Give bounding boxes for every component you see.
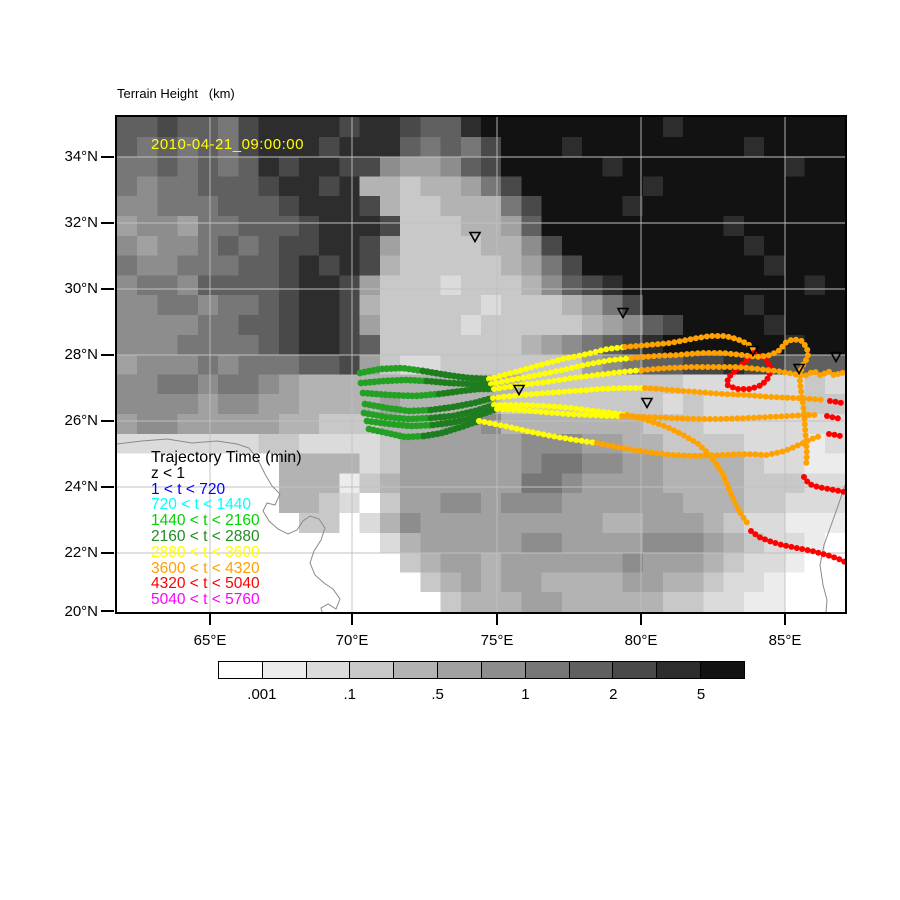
- lat-tick-mark-3: [101, 354, 114, 356]
- lat-tick-label-3: 28°N: [64, 346, 98, 363]
- lat-tick-label-6: 22°N: [64, 544, 98, 561]
- colorbar-cell-4: [393, 661, 439, 679]
- lat-tick-mark-2: [101, 288, 114, 290]
- lat-tick-label-5: 24°N: [64, 478, 98, 495]
- lat-tick-mark-0: [101, 156, 114, 158]
- colorbar-label-3: 1: [521, 686, 530, 703]
- site-markers: [468, 231, 843, 410]
- colorbar-cell-11: [700, 661, 745, 679]
- legend-entry-0: z < 1: [151, 464, 186, 482]
- legend-entry-7: 4320 < t < 5040: [151, 575, 260, 593]
- colorbar-cell-9: [612, 661, 658, 679]
- lat-tick-label-1: 32°N: [64, 214, 98, 231]
- lon-tick-label-0: 65°E: [193, 632, 227, 649]
- legend-entry-4: 2160 < t < 2880: [151, 527, 260, 545]
- colorbar-label-4: 2: [609, 686, 618, 703]
- colorbar-cell-1: [261, 661, 307, 679]
- colorbar-cell-0: [218, 661, 263, 679]
- terrain-layer: [117, 117, 845, 612]
- lat-tick-mark-1: [101, 222, 114, 224]
- legend-entry-1: 1 < t < 720: [151, 480, 226, 498]
- map-frame: 2010-04-21_09:00:00 Trajectory Time (min…: [115, 115, 847, 614]
- triangle-down-marker: [792, 363, 806, 376]
- lon-tick-mark-1: [351, 614, 353, 625]
- lat-tick-label-0: 34°N: [64, 148, 98, 165]
- legend-entry-6: 3600 < t < 4320: [151, 559, 260, 577]
- lon-tick-mark-3: [640, 614, 642, 625]
- colorbar-label-5: 5: [696, 686, 706, 703]
- legend-entry-3: 1440 < t < 2160: [151, 512, 260, 530]
- lat-tick-mark-6: [101, 552, 114, 554]
- legend-entry-8: 5040 < t < 5760: [151, 591, 260, 609]
- lat-tick-label-7: 20°N: [64, 603, 98, 620]
- lon-tick-label-2: 75°E: [480, 632, 514, 649]
- triangle-down-marker: [640, 397, 654, 410]
- colorbar-label-2: .5: [431, 686, 444, 703]
- lat-tick-mark-5: [101, 486, 114, 488]
- lon-tick-label-4: 85°E: [768, 632, 802, 649]
- lon-tick-label-3: 80°E: [624, 632, 658, 649]
- colorbar-cell-8: [568, 661, 614, 679]
- lat-tick-mark-4: [101, 420, 114, 422]
- triangle-down-marker: [829, 351, 843, 364]
- colorbar-cell-5: [437, 661, 482, 679]
- colorbar-cell-6: [480, 661, 526, 679]
- lon-tick-label-1: 70°E: [335, 632, 369, 649]
- colorbar-cell-7: [524, 661, 570, 679]
- lon-tick-mark-0: [209, 614, 211, 625]
- legend-entry-5: 2880 < t < 3600: [151, 543, 260, 561]
- timestamp-label: 2010-04-21_09:00:00: [151, 136, 304, 153]
- legend-title: Trajectory Time (min): [151, 449, 302, 466]
- terrain-colorbar: [218, 661, 745, 679]
- colorbar-label-1: .1: [343, 686, 356, 703]
- colorbar-cell-10: [656, 661, 702, 679]
- triangle-down-marker: [468, 231, 482, 244]
- map-canvas: [117, 117, 845, 612]
- triangle-down-marker: [512, 384, 526, 397]
- lon-tick-mark-4: [784, 614, 786, 625]
- legend-entry-2: 720 < t < 1440: [151, 496, 251, 514]
- lon-tick-mark-2: [496, 614, 498, 625]
- triangle-down-marker: [746, 345, 760, 358]
- lat-tick-label-4: 26°N: [64, 412, 98, 429]
- lat-tick-label-2: 30°N: [64, 280, 98, 297]
- colorbar-label-0: .001: [247, 686, 277, 703]
- colorbar-cell-2: [305, 661, 351, 679]
- plot-title: Terrain Height (km): [117, 86, 235, 101]
- triangle-down-marker: [616, 307, 630, 320]
- lat-tick-mark-7: [101, 610, 114, 612]
- colorbar-cell-3: [349, 661, 395, 679]
